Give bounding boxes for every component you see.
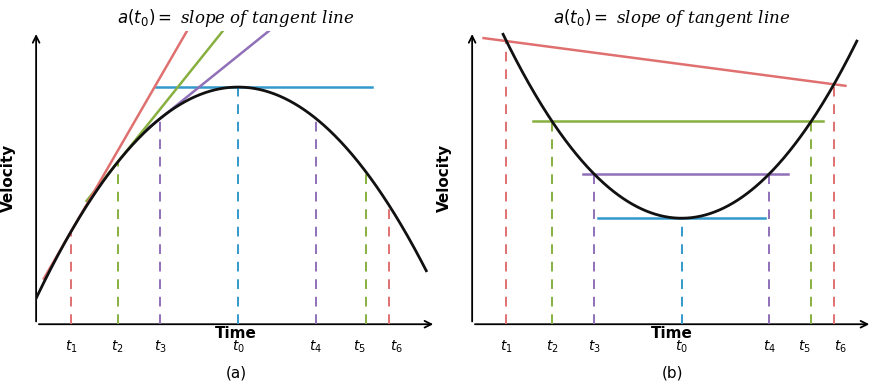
Text: (a): (a)	[226, 365, 247, 380]
Text: $t_3$: $t_3$	[587, 338, 600, 355]
Text: $t_2$: $t_2$	[112, 338, 124, 355]
Text: Velocity: Velocity	[436, 144, 451, 212]
Text: $t_0$: $t_0$	[231, 338, 244, 355]
X-axis label: Time: Time	[651, 326, 692, 341]
Text: (b): (b)	[660, 365, 682, 380]
X-axis label: Time: Time	[215, 326, 256, 341]
Text: $t_4$: $t_4$	[762, 338, 775, 355]
Text: $t_4$: $t_4$	[309, 338, 322, 355]
Text: $t_0$: $t_0$	[674, 338, 687, 355]
Text: $t_5$: $t_5$	[352, 338, 365, 355]
Text: Velocity: Velocity	[1, 144, 16, 212]
Text: $t_6$: $t_6$	[833, 338, 846, 355]
Text: $t_6$: $t_6$	[390, 338, 402, 355]
Title: $a(t_0) =$ slope of tangent line: $a(t_0) =$ slope of tangent line	[118, 7, 355, 29]
Text: $t_5$: $t_5$	[797, 338, 810, 355]
Text: $t_2$: $t_2$	[545, 338, 558, 355]
Text: $t_1$: $t_1$	[65, 338, 77, 355]
Text: $t_1$: $t_1$	[500, 338, 512, 355]
Title: $a(t_0) =$ slope of tangent line: $a(t_0) =$ slope of tangent line	[553, 7, 790, 29]
Text: $t_3$: $t_3$	[154, 338, 167, 355]
